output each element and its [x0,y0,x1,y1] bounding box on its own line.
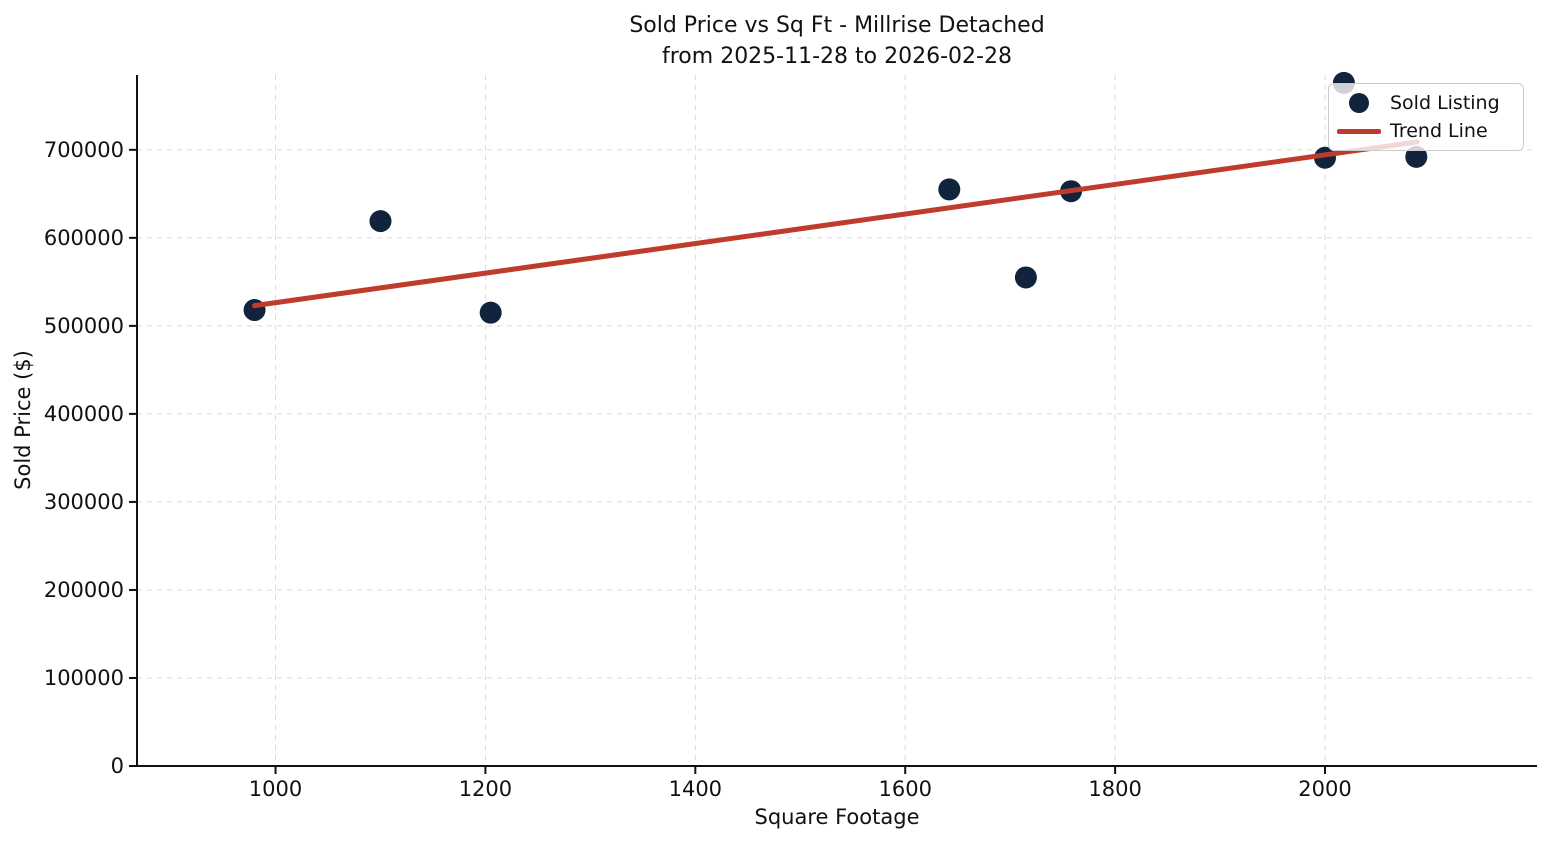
trend-line [252,139,1420,309]
sold-listing-marker-icon [1337,93,1381,113]
x-tick-label: 1800 [1088,777,1141,801]
x-axis-label: Square Footage [754,805,920,829]
legend-label-trend-line: Trend Line [1390,120,1488,142]
x-tick-label: 1400 [669,777,722,801]
chart-title-line1: Sold Price vs Sq Ft - Millrise Detached [629,13,1045,38]
legend-item-trend-line: Trend Line [1337,117,1515,145]
x-tick-label: 1000 [249,777,302,801]
y-tick-label: 700000 [44,138,124,162]
legend-label-sold-listing: Sold Listing [1390,92,1500,114]
y-tick-label: 200000 [44,578,124,602]
scatter-point [1014,266,1037,289]
chart-title: Sold Price vs Sq Ft - Millrise Detached … [137,10,1537,72]
x-tick-label: 1200 [459,777,512,801]
x-tick-label: 2000 [1298,777,1351,801]
y-tick-label: 600000 [44,226,124,250]
legend-item-sold-listing: Sold Listing [1337,89,1515,117]
chart-title-line2: from 2025-11-28 to 2026-02-28 [662,44,1012,69]
scatter-point [479,301,502,324]
x-tick-label: 1600 [878,777,931,801]
legend: Sold Listing Trend Line [1328,83,1524,151]
scatter-point [1405,145,1428,168]
y-tick-label: 400000 [44,402,124,426]
y-tick-label: 500000 [44,314,124,338]
y-axis-label: Sold Price ($) [11,350,35,490]
y-tick-label: 0 [111,754,124,778]
y-tick-label: 300000 [44,490,124,514]
trend-line-swatch-icon [1337,128,1381,134]
scatter-point [369,210,392,233]
y-tick-label: 100000 [44,666,124,690]
scatter-point [938,178,961,201]
